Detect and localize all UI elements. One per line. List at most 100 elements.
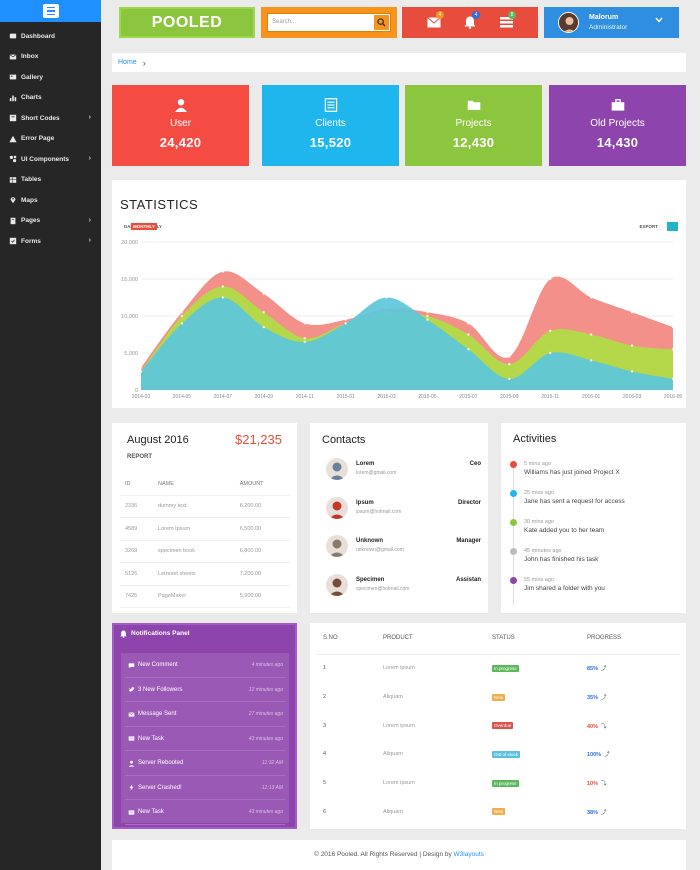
tasks-button[interactable]: 8 (498, 10, 516, 31)
data-point (139, 366, 143, 369)
contact-name: Specimen (356, 576, 385, 583)
sidebar-item-pages[interactable]: Pages › (0, 211, 101, 232)
notification-time: 11:32 AM (262, 760, 283, 767)
x-tick-label: 2014-11 (296, 394, 314, 400)
progress-percent: 40% (587, 723, 599, 730)
sidebar-item-error-page[interactable]: Error Page (0, 129, 101, 150)
activities-title: Activities (513, 433, 557, 445)
stat-tile-projects[interactable]: Projects 12,430 (405, 85, 542, 166)
contact-item[interactable]: Ipsum ipsum@hotmail.com Director (326, 496, 481, 523)
notification-time: 12 minutes ago (248, 686, 283, 693)
timeline-dot (510, 490, 517, 497)
chevron-right-icon: › (88, 114, 91, 121)
tile-label: Projects (455, 118, 492, 129)
data-point (139, 370, 143, 373)
stat-tile-clients[interactable]: Clients 15,520 (262, 85, 399, 166)
data-point (589, 359, 593, 362)
notification-bar: 4 4 8 (402, 7, 538, 38)
breadcrumb-home-link[interactable]: Home (118, 59, 137, 66)
contact-email[interactable]: ipsum@hotmail.com (356, 508, 402, 515)
sidebar-item-inbox[interactable]: Inbox (0, 47, 101, 68)
product-progress-cell: 85% ⤴ (580, 654, 680, 684)
tile-value: 14,430 (596, 135, 639, 150)
upload-icon (128, 760, 134, 767)
progress-percent: 38% (587, 809, 599, 816)
sidebar-item-ui-components[interactable]: UI Components › (0, 149, 101, 170)
stat-tile-user[interactable]: User 24,420 (112, 85, 249, 166)
chevron-down-icon[interactable] (655, 17, 663, 23)
contact-role: Assistan (455, 576, 481, 583)
products-panel: S.NO PRODUCT STATUS PROGRESS 1 Lorem ipsum In… (310, 623, 686, 829)
product-column-header: PROGRESS (580, 623, 680, 655)
contact-item[interactable]: Specimen specimen@hotmail.com Assistan (326, 573, 481, 600)
tile-value: 15,520 (309, 135, 352, 150)
timeline-dot (510, 577, 517, 584)
alerts-button[interactable]: 4 (462, 10, 480, 31)
notification-item[interactable]: Message Sent 27 minutes ago (121, 702, 289, 727)
statistics-title: STATISTICS (120, 197, 199, 212)
x-tick-label: 2014-09 (255, 394, 274, 400)
notification-item[interactable]: New Comment 4 minutes ago (121, 653, 289, 678)
data-point (549, 329, 552, 332)
status-badge: New (492, 693, 506, 701)
folder-icon (467, 100, 480, 110)
messages-button[interactable]: 4 (426, 10, 444, 31)
user-menu[interactable]: Malorum Administrator (544, 7, 679, 38)
sidebar-item-dashboard[interactable]: Dashboard (0, 26, 101, 47)
tile-value: 24,420 (159, 135, 202, 150)
notification-item[interactable]: New Task 43 minutes ago (121, 800, 289, 825)
user-name: Malorum (589, 14, 619, 21)
notification-item[interactable]: Server Crashed! 11:13 AM (121, 776, 289, 800)
tab-monthly[interactable]: MONTHLY (131, 223, 157, 230)
map-marker-icon (10, 197, 16, 204)
contact-email[interactable]: lorem@gmail.com (356, 470, 397, 476)
contact-item[interactable]: Lorem lorem@gmail.com Ceo (326, 458, 481, 484)
menu-toggle-icon[interactable] (42, 4, 59, 18)
report-cell: 4589 (120, 517, 154, 541)
sidebar-item-short-codes[interactable]: Short Codes › (0, 108, 101, 129)
notification-icon-wrap (127, 760, 135, 767)
report-cell: 5126 (120, 562, 154, 586)
notifications-header: Notifications Panel (114, 625, 295, 642)
product-status-cell: In progress (485, 654, 580, 684)
sidebar-icon-wrap (9, 32, 17, 40)
table-row: 4589 Lorem Ipsum 6,500.00 (120, 517, 290, 541)
notification-label: New Task (138, 809, 164, 816)
contact-email[interactable]: unknown@gmail.com (356, 547, 404, 553)
product-status-cell: Overdue (485, 711, 580, 741)
footer-link[interactable]: W3layouts (453, 851, 484, 858)
sidebar-item-maps[interactable]: Maps (0, 190, 101, 211)
sidebar-item-gallery[interactable]: Gallery (0, 67, 101, 88)
tile-icon-wrap (549, 98, 686, 114)
y-tick-label: 20,000 (121, 240, 138, 246)
notification-item[interactable]: New Task 43 minutes ago (121, 727, 289, 751)
contact-email[interactable]: specimen@hotmail.com (356, 585, 410, 592)
data-point (630, 344, 634, 347)
logo[interactable]: POOLED (119, 7, 255, 38)
export-button[interactable]: EXPORT (639, 224, 658, 229)
briefcase-icon (611, 99, 624, 111)
forms-icon (9, 238, 17, 245)
notification-item[interactable]: Server Rebooted 11:32 AM (121, 751, 289, 776)
table-row: 3269 specimen book 6,800.00 (120, 540, 290, 563)
notification-item[interactable]: 3 New Followers 12 minutes ago (121, 678, 289, 702)
sidebar-item-forms[interactable]: Forms › (0, 231, 101, 252)
sidebar-icon-wrap (9, 196, 17, 204)
product-name: Lorem ipsum (376, 654, 485, 684)
search-input[interactable]: Search... (267, 13, 391, 32)
sidebar-header (0, 0, 101, 22)
report-cell: specimen book (153, 540, 235, 563)
settings-icon[interactable] (667, 222, 678, 231)
sidebar-item-tables[interactable]: Tables (0, 170, 101, 191)
contacts-panel: Contacts Lorem lorem@gmail.com Ceo Ipsum ips… (310, 423, 488, 613)
stat-tile-old-projects[interactable]: Old Projects 14,430 (549, 85, 686, 166)
data-point (671, 325, 675, 329)
search-icon (377, 18, 386, 27)
search-button[interactable] (374, 15, 389, 30)
tab-daily[interactable]: DAILY (122, 223, 139, 230)
notification-label: Message Sent (138, 711, 177, 718)
twitter-icon (128, 687, 134, 692)
notification-time: 27 minutes ago (248, 711, 283, 718)
contact-item[interactable]: Unknown unknown@gmail.com Manager (326, 535, 481, 561)
sidebar-item-charts[interactable]: Charts (0, 88, 101, 109)
